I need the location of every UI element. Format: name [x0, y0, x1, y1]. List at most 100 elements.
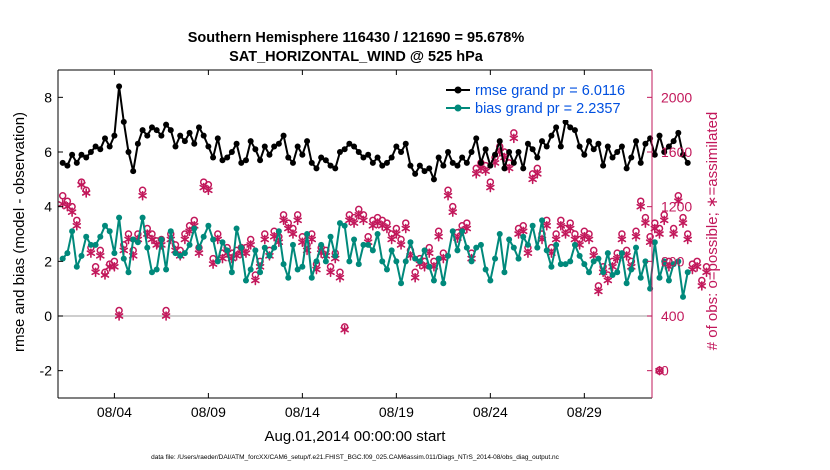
- rmse-point: [181, 138, 188, 145]
- bias-point: [261, 244, 268, 251]
- bias-point: [421, 247, 428, 254]
- rmse-point: [642, 140, 649, 147]
- y-tick-label-right: 0: [661, 363, 669, 379]
- bias-point: [548, 263, 555, 270]
- obs-assimilated-point: [110, 261, 119, 272]
- bias-point: [148, 269, 155, 276]
- obs-assimilated-point: [594, 286, 603, 297]
- bias-point: [130, 236, 137, 243]
- bias-point: [106, 228, 113, 235]
- bias-point: [78, 252, 85, 259]
- rmse-point: [191, 140, 198, 147]
- data-file-footnote: data file: /Users/raeder/DAI/ATM_forcXX/…: [151, 454, 560, 461]
- bias-point: [539, 217, 546, 224]
- rmse-point: [308, 159, 315, 166]
- bias-point: [332, 252, 339, 259]
- bias-point: [247, 266, 254, 273]
- bias-point: [308, 274, 315, 281]
- bias-point: [59, 255, 66, 262]
- bias-point: [172, 250, 179, 257]
- bias-point: [228, 269, 235, 276]
- rmse-point: [426, 165, 433, 172]
- rmse-point: [445, 149, 452, 155]
- bias-point: [125, 269, 132, 276]
- bias-point: [242, 277, 249, 284]
- rmse-point: [336, 149, 343, 155]
- bias-point: [571, 241, 578, 248]
- bias-point: [529, 222, 536, 229]
- rmse-point: [134, 140, 141, 147]
- bias-point: [280, 261, 287, 268]
- rmse-point: [200, 132, 207, 139]
- y-tick-label-left: 4: [44, 199, 52, 215]
- obs-assimilated-point: [471, 169, 481, 179]
- rmse-point: [543, 143, 550, 150]
- axes-layer: 08/04 08/09 08/14 08/19 08/24 08/29 -2 0 2 4 6 8 0 40…: [40, 69, 692, 420]
- rmse-point: [369, 159, 376, 166]
- bias-point: [200, 233, 207, 240]
- rmse-point: [515, 149, 522, 155]
- rmse-point: [562, 118, 569, 125]
- obs-assimilated-point: [387, 234, 396, 245]
- rmse-point: [684, 159, 691, 166]
- y-tick-label-left: 2: [44, 253, 52, 269]
- obs-assimilated-point: [260, 234, 270, 245]
- rmse-point: [351, 143, 358, 150]
- obs-assimilated-point: [335, 272, 345, 283]
- obs-assimilated-point: [509, 133, 519, 144]
- bias-point: [360, 241, 367, 248]
- bias-point: [510, 244, 517, 251]
- rmse-point: [360, 154, 367, 161]
- bias-point: [271, 244, 278, 251]
- x-tick-label: 08/24: [473, 404, 508, 420]
- rmse-point: [379, 162, 386, 169]
- bias-point: [167, 228, 174, 235]
- rmse-point: [172, 143, 179, 150]
- bias-point: [92, 241, 99, 248]
- bias-point: [520, 233, 527, 240]
- series-layer: [58, 83, 711, 376]
- bias-point: [435, 255, 442, 262]
- rmse-point: [238, 159, 245, 166]
- bias-point: [318, 241, 325, 248]
- bias-point: [111, 250, 118, 257]
- bias-point: [675, 258, 682, 265]
- rmse-point: [473, 135, 480, 142]
- legend-box: [441, 77, 647, 120]
- rmse-point: [327, 162, 334, 169]
- bias-point: [600, 269, 607, 276]
- rmse-point: [539, 138, 546, 145]
- bias-point: [407, 239, 414, 246]
- rmse-point: [224, 154, 231, 161]
- x-tick-label: 08/29: [567, 404, 602, 420]
- bias-point: [501, 269, 508, 276]
- obs-assimilated-point: [147, 234, 157, 245]
- obs-assimilated-point: [340, 324, 349, 335]
- x-tick-label: 08/19: [379, 404, 414, 420]
- bias-point: [416, 258, 423, 265]
- rmse-point: [261, 143, 268, 150]
- rmse-point: [83, 154, 90, 161]
- obs-assimilated-point: [617, 234, 627, 245]
- rmse-point: [651, 151, 658, 158]
- legend: rmse grand pr = 6.0116 bias grand pr = 2…: [441, 77, 647, 120]
- rmse-point: [609, 154, 616, 161]
- rmse-point: [280, 132, 287, 139]
- bias-point: [665, 277, 672, 284]
- rmse-point: [294, 143, 301, 150]
- rmse-point: [435, 154, 442, 161]
- rmse-point: [680, 151, 687, 158]
- rmse-point: [398, 149, 405, 155]
- obs-assimilated-point: [307, 234, 317, 245]
- obs-assimilated-point: [72, 221, 82, 231]
- bias-point: [402, 258, 409, 265]
- rmse-point: [186, 129, 193, 136]
- rmse-point: [205, 143, 212, 150]
- rmse-point: [501, 165, 508, 172]
- obs-assimilated-point: [161, 311, 171, 321]
- bias-point: [642, 258, 649, 265]
- rmse-point: [346, 140, 353, 147]
- rmse-point: [604, 143, 611, 150]
- rmse-point: [219, 157, 226, 164]
